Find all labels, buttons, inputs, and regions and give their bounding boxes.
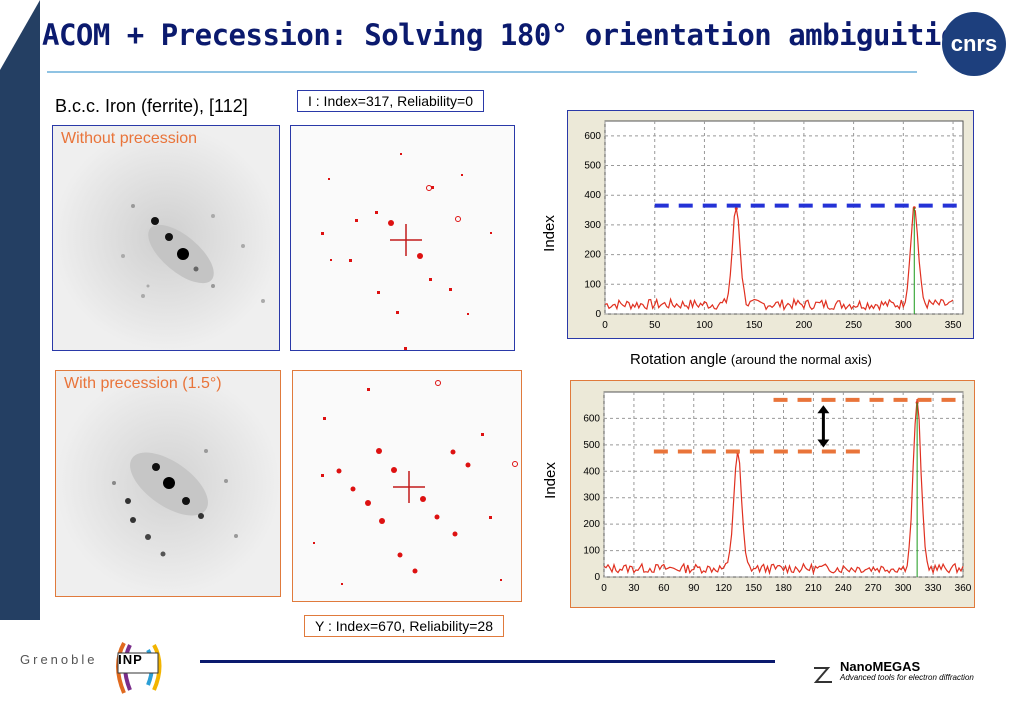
nanomegas-tagline: Advanced tools for electron diffraction <box>840 673 974 682</box>
sample-subtitle: B.c.c. Iron (ferrite), [112] <box>55 96 248 116</box>
y-tick-label: 600 <box>583 413 600 424</box>
y-tick-label: 500 <box>583 440 600 451</box>
grenoble-wordmark: Grenoble INP <box>20 652 143 667</box>
x-tick-label: 210 <box>805 583 822 594</box>
nanomegas-icon <box>813 667 832 683</box>
x-tick-label: 360 <box>955 583 972 594</box>
y-tick-label: 500 <box>584 161 601 172</box>
index-info-top: I : Index=317, Reliability=0 <box>297 90 484 112</box>
x-tick-label: 120 <box>715 583 732 594</box>
sidebar-notch <box>0 0 40 70</box>
index-plot-with-precession: 0 30 60 90 120 150 180 210 240 270 300 330 360 0 100 20… <box>570 380 975 608</box>
y-tick-label: 100 <box>584 279 601 290</box>
index-chart-svg: 0 30 60 90 120 150 180 210 240 270 300 330 360 0 100 20… <box>583 391 972 594</box>
x-caption-sub: (around the normal axis) <box>730 352 872 367</box>
inp-text: INP <box>118 652 143 667</box>
without-precession-label: Without precession <box>61 130 198 147</box>
x-tick-label: 60 <box>658 583 670 594</box>
left-sidebar-band <box>0 0 40 620</box>
series-line <box>604 207 954 312</box>
simulated-pattern-image <box>291 126 514 350</box>
plot-area <box>604 120 964 315</box>
peak-point <box>734 207 738 211</box>
x-tick-label: 350 <box>945 320 962 331</box>
x-tick-label: 200 <box>796 320 813 331</box>
x-tick-label: 180 <box>775 583 792 594</box>
y-tick-label: 200 <box>583 519 600 530</box>
index-chart-svg: 0 50 100 150 200 250 300 350 0 100 200 300 400 500 600 <box>584 120 964 331</box>
y-tick-label: 200 <box>584 250 601 261</box>
index-info-bottom: Y : Index=670, Reliability=28 <box>304 615 504 637</box>
pattern-image <box>56 371 280 596</box>
x-axis-caption: Rotation angle (around the normal axis) <box>630 351 872 368</box>
simulated-pattern-image <box>293 371 521 601</box>
y-axis-label: Index <box>541 462 559 499</box>
nanomegas-name: NanoMEGAS <box>840 659 921 674</box>
y-tick-label: 0 <box>594 572 600 583</box>
x-tick-label: 90 <box>688 583 700 594</box>
x-tick-label: 150 <box>745 583 762 594</box>
y-tick-label: 400 <box>583 466 600 477</box>
y-tick-label: 100 <box>583 546 600 557</box>
x-tick-label: 150 <box>746 320 763 331</box>
simulated-pattern-top <box>290 125 515 351</box>
x-tick-label: 250 <box>845 320 862 331</box>
grenoble-inp-logo <box>116 642 162 694</box>
x-tick-label: 30 <box>628 583 640 594</box>
x-tick-label: 100 <box>696 320 713 331</box>
x-tick-label: 0 <box>602 320 608 331</box>
x-tick-label: 240 <box>835 583 852 594</box>
arrow-head-down <box>817 439 830 448</box>
title-underline <box>47 71 917 73</box>
x-tick-label: 0 <box>601 583 607 594</box>
y-axis-label: Index <box>540 215 558 252</box>
x-tick-label: 330 <box>925 583 942 594</box>
simulated-pattern-bottom <box>292 370 522 602</box>
y-tick-label: 0 <box>595 309 601 320</box>
grenoble-text: Grenoble <box>20 652 98 667</box>
x-tick-label: 270 <box>865 583 882 594</box>
arrow-head-up <box>817 405 830 414</box>
x-caption-main: Rotation angle <box>630 351 727 368</box>
with-precession-label: With precession (1.5°) <box>64 375 222 392</box>
y-tick-label: 300 <box>583 493 600 504</box>
diffraction-pattern-without-precession: Without precession <box>52 125 280 351</box>
y-tick-label: 400 <box>584 190 601 201</box>
index-plot-without-precession: 0 50 100 150 200 250 300 350 0 100 200 300 400 500 600 <box>567 110 974 339</box>
y-tick-label: 600 <box>584 131 601 142</box>
diffraction-pattern-with-precession: With precession (1.5°) <box>55 370 281 597</box>
cnrs-logo: cnrs <box>942 12 1006 76</box>
y-tick-label: 300 <box>584 220 601 231</box>
x-tick-label: 300 <box>895 583 912 594</box>
x-tick-label: 50 <box>649 320 661 331</box>
pattern-image <box>53 126 279 350</box>
slide-title: ACOM + Precession: Solving 180° orientat… <box>42 18 975 52</box>
footer-divider <box>200 660 775 663</box>
series-line <box>603 398 964 576</box>
x-tick-label: 300 <box>895 320 912 331</box>
